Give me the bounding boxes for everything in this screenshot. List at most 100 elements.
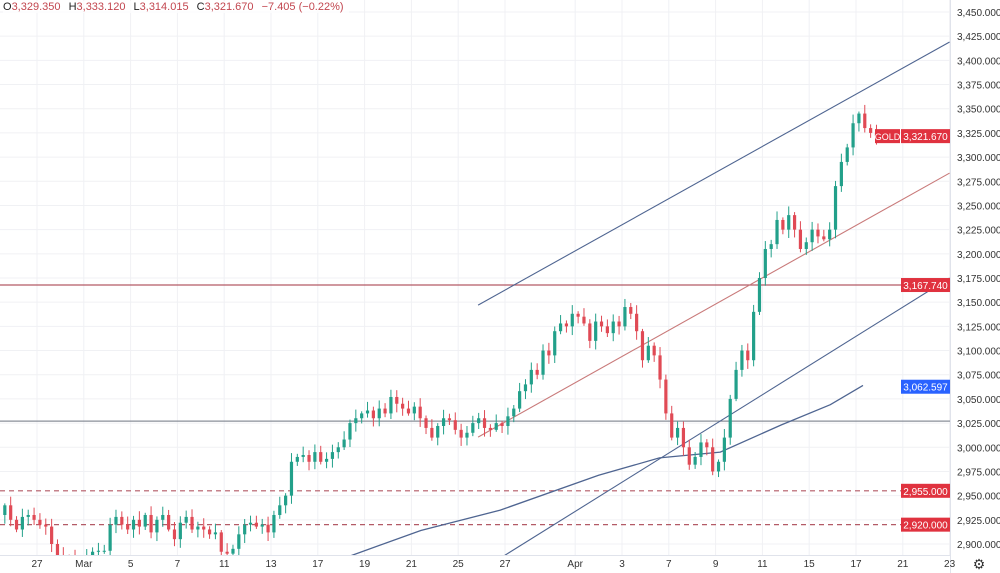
- y-tick-label: 3,200.000: [957, 250, 1000, 261]
- x-tick-label: 15: [804, 559, 816, 570]
- x-tick-label: 17: [312, 559, 324, 570]
- candle-body: [781, 219, 785, 230]
- high-label: H: [68, 1, 77, 13]
- candle: [90, 547, 95, 555]
- candle-body: [752, 311, 756, 361]
- candle-body: [816, 229, 820, 237]
- candle-body: [243, 524, 247, 535]
- candle: [570, 305, 574, 336]
- candle-body: [190, 516, 194, 530]
- x-tick-label: 11: [757, 559, 768, 570]
- y-tick-label: 3,275.000: [957, 177, 1000, 188]
- y-tick-label: 3,325.000: [957, 129, 1000, 140]
- candle: [658, 347, 662, 389]
- candle: [500, 421, 504, 434]
- candle-body: [371, 410, 375, 419]
- candle-body: [50, 526, 54, 544]
- candle: [406, 400, 411, 416]
- candle-body: [804, 242, 808, 249]
- x-tick-label: 17: [850, 559, 862, 570]
- candle: [553, 326, 557, 364]
- candle-body: [354, 418, 358, 424]
- candle-body: [711, 447, 715, 472]
- candle: [301, 446, 305, 463]
- price-badge-label: 3,062.597: [903, 383, 948, 394]
- candle: [869, 124, 873, 138]
- candle-body: [465, 432, 469, 438]
- candle-body: [687, 447, 691, 465]
- x-tick-label: 11: [219, 559, 230, 570]
- candle: [599, 315, 604, 332]
- candle: [354, 409, 358, 432]
- candle-body: [272, 514, 276, 533]
- candle-body: [90, 551, 95, 555]
- x-tick-label: 7: [175, 559, 181, 570]
- candle-body: [424, 418, 428, 428]
- candle: [611, 314, 615, 342]
- candle: [307, 450, 311, 471]
- candle-body: [219, 532, 223, 552]
- y-tick-label: 3,375.000: [957, 81, 1000, 92]
- symbol-badge-bg: [875, 129, 900, 144]
- high-value: 3,333.120: [76, 1, 126, 13]
- candle-body: [558, 323, 563, 332]
- candle: [787, 206, 791, 238]
- candle-body: [681, 427, 686, 448]
- y-tick-label: 2,900.000: [957, 540, 1000, 551]
- candle: [20, 508, 24, 537]
- candle-body: [418, 406, 422, 419]
- close-label: C: [196, 1, 205, 13]
- candle-body: [96, 550, 101, 552]
- candle: [149, 506, 153, 539]
- candle-body: [137, 519, 141, 527]
- mid-trendline: [477, 172, 950, 438]
- candle: [640, 328, 645, 368]
- candle: [190, 509, 194, 533]
- candle: [55, 539, 60, 555]
- candle: [763, 241, 767, 286]
- candle: [155, 516, 159, 542]
- candle-body: [3, 505, 7, 515]
- price-badge-label: 2,955.000: [903, 487, 948, 498]
- candle-body: [284, 495, 288, 506]
- candle: [272, 510, 276, 538]
- candle-body: [149, 514, 153, 533]
- x-tick-label: Apr: [567, 559, 583, 570]
- y-tick-label: 3,150.000: [957, 298, 1000, 309]
- candle-body: [857, 113, 861, 124]
- candle: [219, 529, 223, 555]
- candle-body: [342, 439, 346, 448]
- y-tick-label: 2,975.000: [957, 467, 1000, 478]
- candle: [412, 402, 416, 421]
- candle-body: [518, 391, 522, 409]
- candle: [512, 405, 516, 423]
- candle-body: [453, 420, 457, 430]
- candle: [863, 104, 867, 133]
- candle: [213, 523, 218, 540]
- candle-body: [412, 406, 416, 414]
- candle: [477, 412, 481, 429]
- ohlc-legend: O3,329.350 H3,333.120 L3,314.015 C3,321.…: [3, 1, 349, 13]
- candle: [441, 409, 446, 435]
- x-tick-label: 23: [944, 559, 956, 570]
- candle-body: [500, 423, 504, 426]
- candle-body: [471, 423, 475, 433]
- candle-body: [746, 350, 750, 361]
- candle-body: [594, 321, 598, 341]
- candle: [50, 518, 54, 553]
- candle-body: [231, 548, 235, 554]
- candle: [178, 516, 182, 548]
- candle-body: [126, 524, 130, 530]
- level-2920-badge: 2,920.000: [901, 517, 950, 532]
- candle: [576, 311, 580, 324]
- candle-body: [588, 323, 592, 341]
- candle-body: [336, 447, 340, 453]
- candle-body: [617, 321, 621, 327]
- gear-icon[interactable]: ⚙: [972, 556, 986, 572]
- close-value: 3,321.670: [204, 1, 254, 13]
- candle-body: [278, 505, 282, 515]
- candle: [523, 379, 528, 400]
- candle-body: [646, 345, 650, 361]
- candle-body: [430, 427, 434, 438]
